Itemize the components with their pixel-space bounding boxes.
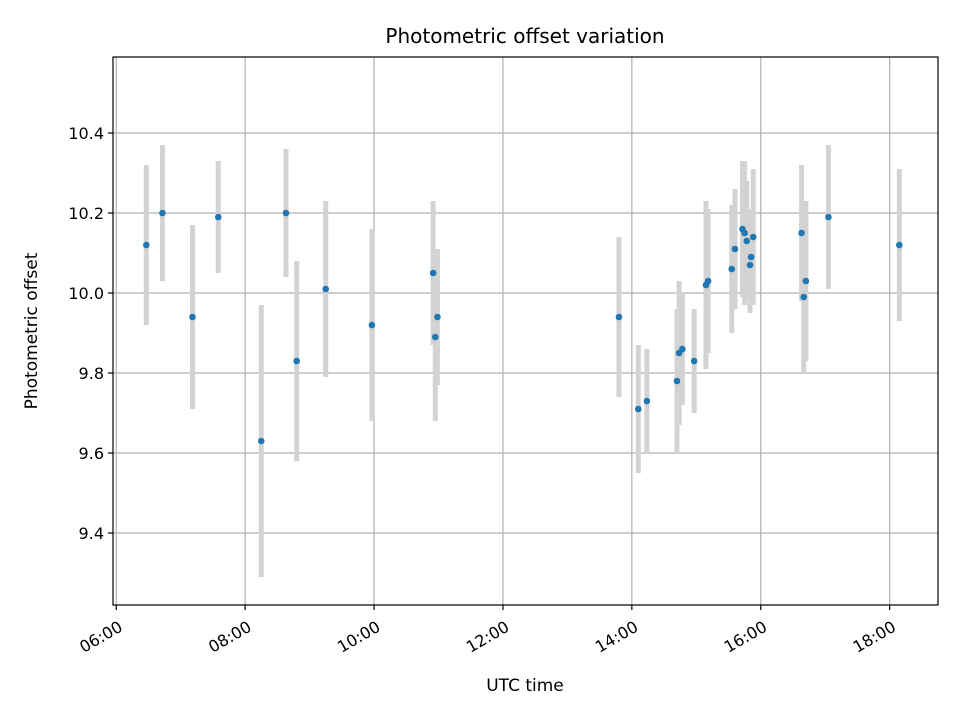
data-point bbox=[731, 245, 739, 253]
data-point bbox=[741, 229, 748, 237]
y-axis: 9.4 9.6 9.8 10.0 10.2 10.4 bbox=[68, 124, 113, 543]
data-point bbox=[825, 213, 832, 221]
data-point bbox=[746, 261, 754, 269]
data-point bbox=[679, 345, 686, 353]
data-point bbox=[802, 277, 810, 285]
data-point bbox=[368, 321, 376, 329]
y-axis-title: Photometric offset bbox=[22, 252, 42, 409]
data-point bbox=[429, 269, 437, 277]
y-tick-label: 10.2 bbox=[68, 204, 104, 223]
plot-frame bbox=[112, 56, 939, 606]
point-layer bbox=[143, 209, 903, 445]
data-point bbox=[800, 293, 808, 301]
data-point bbox=[615, 313, 623, 321]
data-point bbox=[322, 285, 329, 293]
data-point bbox=[704, 277, 712, 285]
data-point bbox=[896, 241, 903, 249]
data-point bbox=[690, 357, 698, 365]
data-point bbox=[728, 265, 736, 273]
data-point bbox=[257, 437, 265, 445]
data-point bbox=[747, 253, 755, 261]
data-point bbox=[159, 209, 166, 217]
data-point bbox=[434, 313, 441, 321]
y-tick-label: 9.6 bbox=[79, 444, 104, 463]
data-point bbox=[643, 397, 651, 405]
y-tick-label: 10.4 bbox=[68, 124, 104, 143]
grid-layer bbox=[113, 57, 938, 605]
data-point bbox=[673, 377, 681, 385]
x-axis-title: UTC time bbox=[486, 676, 564, 696]
data-point bbox=[282, 209, 290, 217]
y-tick-label: 9.8 bbox=[79, 364, 104, 383]
data-point bbox=[189, 313, 196, 321]
y-tick-label: 10.0 bbox=[68, 284, 104, 303]
data-point bbox=[431, 333, 439, 341]
chart-title: Photometric offset variation bbox=[385, 24, 664, 48]
data-point bbox=[749, 233, 757, 241]
data-point bbox=[293, 357, 300, 365]
data-point bbox=[143, 241, 150, 249]
data-point bbox=[743, 237, 751, 245]
y-tick-label: 9.4 bbox=[79, 524, 104, 543]
data-point bbox=[634, 405, 642, 413]
data-point bbox=[798, 229, 805, 237]
data-point bbox=[214, 213, 222, 221]
